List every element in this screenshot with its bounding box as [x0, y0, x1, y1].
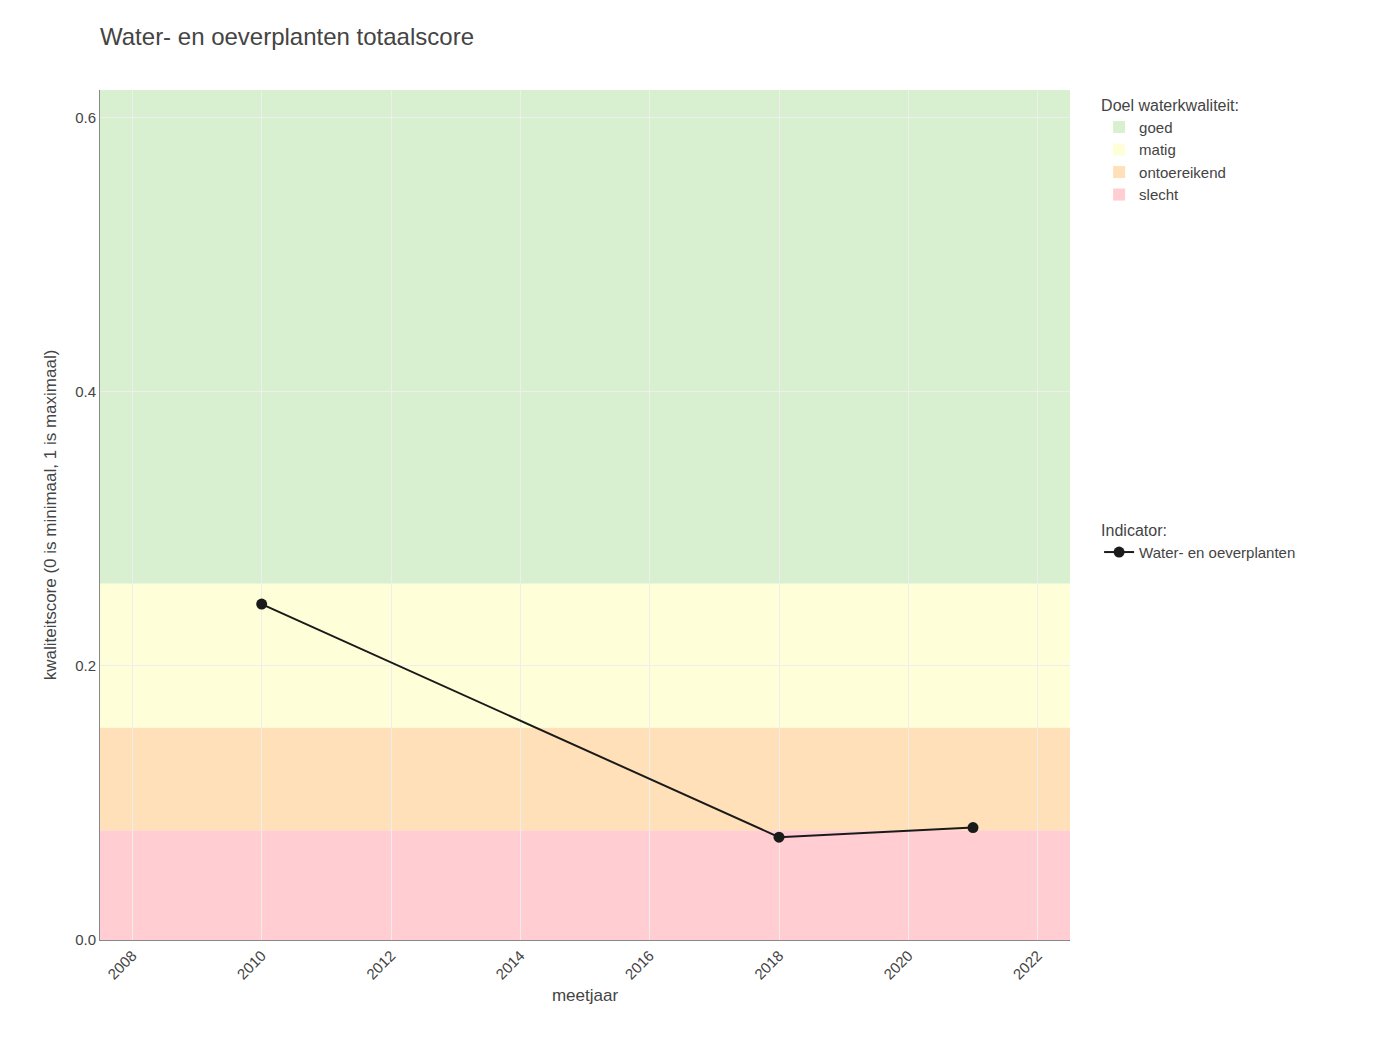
svg-text:2022: 2022	[1009, 947, 1045, 983]
svg-text:2020: 2020	[880, 947, 916, 983]
svg-text:0.0: 0.0	[75, 931, 96, 948]
svg-text:2016: 2016	[621, 947, 657, 983]
svg-text:kwaliteitscore (0 is minimaal,: kwaliteitscore (0 is minimaal, 1 is maxi…	[41, 350, 60, 681]
svg-text:0.4: 0.4	[75, 383, 96, 400]
svg-text:2012: 2012	[363, 947, 399, 983]
svg-text:Water- en oeverplanten totaals: Water- en oeverplanten totaalscore	[100, 23, 474, 50]
svg-text:2014: 2014	[492, 947, 528, 983]
svg-text:Doel waterkwaliteit:: Doel waterkwaliteit:	[1101, 97, 1239, 114]
svg-text:0.6: 0.6	[75, 109, 96, 126]
svg-text:slecht: slecht	[1139, 186, 1179, 203]
svg-text:Indicator:: Indicator:	[1101, 522, 1167, 539]
svg-text:2018: 2018	[751, 947, 787, 983]
svg-text:matig: matig	[1139, 141, 1176, 158]
svg-text:meetjaar: meetjaar	[552, 986, 618, 1005]
svg-text:2008: 2008	[104, 947, 140, 983]
svg-text:0.2: 0.2	[75, 657, 96, 674]
svg-text:goed: goed	[1139, 119, 1172, 136]
svg-text:ontoereikend: ontoereikend	[1139, 164, 1226, 181]
svg-text:2010: 2010	[233, 947, 269, 983]
svg-text:Water- en oeverplanten: Water- en oeverplanten	[1139, 544, 1295, 561]
